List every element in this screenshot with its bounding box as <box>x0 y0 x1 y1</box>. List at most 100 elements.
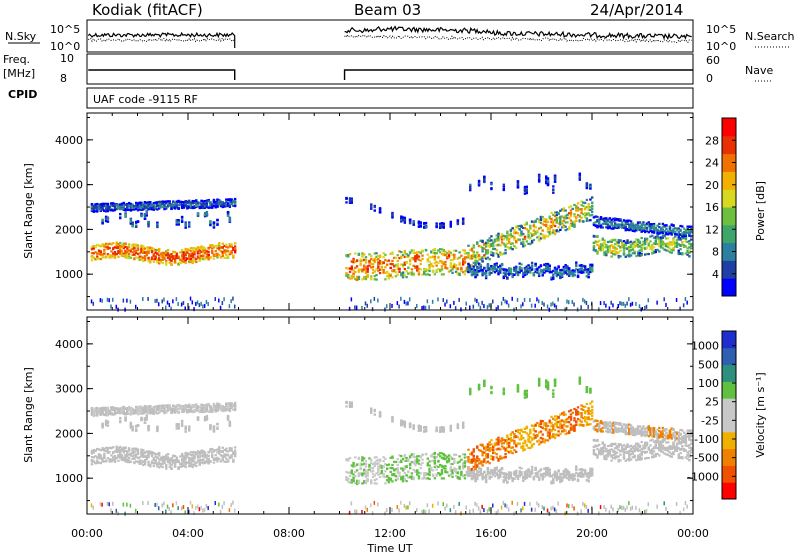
velocity-cell <box>124 416 127 419</box>
power-cell <box>562 224 566 227</box>
power-cell <box>352 276 355 279</box>
velocity-cell <box>154 410 157 413</box>
velocity-cell <box>142 454 145 457</box>
power-cell <box>113 203 117 207</box>
power-cell <box>555 268 559 271</box>
power-cell <box>460 266 463 269</box>
power-cell <box>488 271 491 275</box>
power-cell <box>539 218 543 221</box>
velocity-cell <box>119 416 122 420</box>
power-cell <box>474 273 477 276</box>
power-cell <box>377 265 380 268</box>
power-cell <box>684 229 688 232</box>
power-cell <box>484 277 488 280</box>
power-cell <box>195 200 198 203</box>
power-cell <box>232 204 235 207</box>
power-cell <box>525 185 528 189</box>
power-cell <box>479 267 483 270</box>
power-cell <box>608 245 612 248</box>
power-cell <box>184 261 187 265</box>
power-cell <box>461 217 465 220</box>
power-cell <box>188 199 191 202</box>
power-cell <box>636 243 640 246</box>
velocity-cell <box>131 457 134 461</box>
velocity-cell <box>108 460 111 463</box>
power-cell <box>147 252 150 255</box>
power-cell <box>189 259 193 263</box>
power-cell <box>150 208 154 211</box>
power-cell <box>514 268 518 271</box>
power-cell <box>378 255 382 259</box>
power-cell <box>189 247 193 250</box>
power-cell <box>578 172 582 175</box>
power-cell <box>539 237 543 240</box>
power-cell <box>180 261 184 264</box>
power-cell <box>138 204 141 207</box>
power-cell <box>456 271 460 275</box>
power-cell <box>165 263 168 266</box>
power-cell <box>682 303 685 308</box>
power-cell <box>497 305 499 310</box>
power-cell <box>106 203 110 206</box>
power-cell <box>230 250 233 253</box>
power-cell <box>469 268 472 272</box>
power-cell <box>534 303 536 308</box>
velocity-cell <box>180 465 184 468</box>
power-cell <box>470 271 474 274</box>
power-cell <box>500 262 504 266</box>
power-cell <box>156 259 159 262</box>
power-cell <box>552 213 555 217</box>
power-cell <box>232 200 235 204</box>
velocity-cell <box>104 411 108 415</box>
power-cell <box>546 180 550 183</box>
velocity-cell <box>92 505 95 510</box>
power-cell <box>370 206 373 210</box>
power-cell <box>469 187 472 190</box>
velocity-cell <box>113 457 117 460</box>
power-cell <box>205 199 209 202</box>
power-cell <box>470 247 474 250</box>
power-cell <box>465 267 468 270</box>
velocity-cell <box>150 461 154 465</box>
power-cell <box>362 276 366 279</box>
power-cell <box>159 203 163 206</box>
power-cell <box>366 270 369 273</box>
power-cell <box>522 241 525 244</box>
power-cell <box>644 226 647 230</box>
power-cell <box>373 260 376 264</box>
power-cell <box>509 230 513 233</box>
power-cell <box>172 206 175 209</box>
power-cell <box>543 223 546 227</box>
power-cell <box>225 253 228 256</box>
power-cell <box>659 246 663 249</box>
power-cell <box>207 198 210 202</box>
power-cell <box>562 219 566 222</box>
velocity-cell <box>92 408 95 411</box>
power-cell <box>129 205 133 208</box>
power-cell <box>679 229 682 232</box>
power-cell <box>115 253 118 256</box>
power-cell <box>590 207 594 211</box>
power-cell <box>212 245 216 248</box>
power-cell <box>159 261 163 264</box>
velocity-cell <box>175 408 179 411</box>
power-cell <box>603 242 606 246</box>
power-cell <box>672 243 675 246</box>
power-cell <box>198 202 202 205</box>
power-cell <box>633 245 636 248</box>
power-cell <box>110 254 113 257</box>
velocity-cell <box>97 453 101 457</box>
power-cell <box>601 248 604 251</box>
power-cell <box>233 242 237 245</box>
power-cell <box>414 266 417 270</box>
power-cell <box>516 182 520 185</box>
power-cell <box>686 240 689 244</box>
power-cell <box>120 245 124 248</box>
power-cell <box>647 231 650 234</box>
power-cell <box>661 241 665 244</box>
velocity-cell <box>159 463 163 466</box>
power-cell <box>658 236 661 239</box>
power-cell <box>587 219 590 222</box>
power-cell <box>142 203 145 206</box>
